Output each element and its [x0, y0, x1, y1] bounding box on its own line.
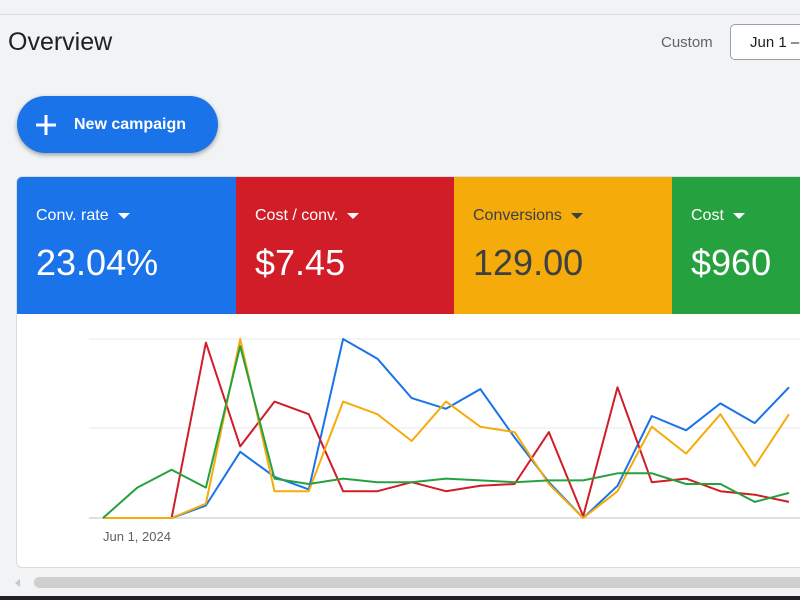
page-title: Overview — [8, 28, 113, 56]
metric-tile-cost-per-conv[interactable]: Cost / conv. $7.45 — [236, 177, 454, 314]
date-range-value: Jun 1 – — [750, 34, 800, 51]
performance-line-chart: Jun 1, 2024 — [89, 338, 800, 544]
series-line-2 — [103, 338, 790, 519]
caret-down-icon[interactable] — [732, 213, 745, 219]
x-axis-start-label: Jun 1, 2024 — [103, 529, 171, 544]
chart-series — [102, 338, 790, 519]
metric-label: Cost / conv. — [255, 207, 339, 224]
metric-tile-conversions[interactable]: Conversions 129.00 — [454, 177, 672, 314]
metric-label: Conversions — [473, 207, 562, 224]
series-line-3 — [102, 345, 790, 519]
new-campaign-button[interactable]: New campaign — [17, 96, 218, 153]
caret-down-icon[interactable] — [117, 213, 130, 219]
top-divider — [0, 14, 800, 15]
date-range-label: Custom — [661, 34, 713, 51]
caret-down-icon[interactable] — [570, 213, 583, 219]
series-line-0 — [103, 338, 790, 519]
metric-value: 129.00 — [473, 242, 584, 283]
metric-tile-conv-rate[interactable]: Conv. rate 23.04% — [17, 177, 236, 314]
chart-grid — [89, 338, 800, 519]
plus-icon — [36, 114, 56, 135]
new-campaign-label: New campaign — [74, 115, 187, 133]
scrollbar-thumb[interactable] — [34, 577, 800, 588]
metric-tile-cost[interactable]: Cost $960 — [672, 177, 800, 314]
date-range-picker[interactable]: Jun 1 – — [730, 24, 800, 60]
metric-label: Cost — [691, 207, 724, 224]
metric-value: $7.45 — [255, 242, 346, 283]
bottom-edge — [0, 596, 800, 600]
metric-value: 23.04% — [36, 242, 159, 283]
caret-down-icon[interactable] — [347, 213, 360, 219]
performance-card: Conv. rate 23.04% Cost / conv. $7.45 Con… — [16, 176, 800, 568]
metric-value: $960 — [691, 242, 772, 283]
metric-label: Conv. rate — [36, 207, 109, 224]
scroll-left-icon[interactable] — [15, 579, 20, 587]
